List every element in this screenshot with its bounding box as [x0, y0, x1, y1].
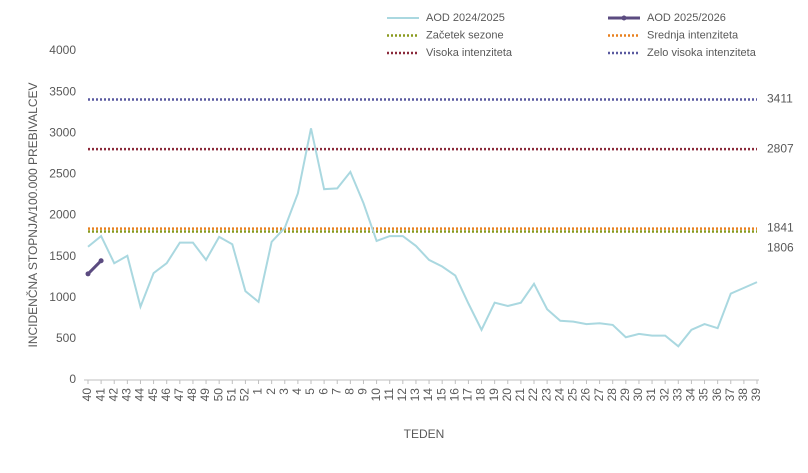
- x-tick-label: 49: [198, 388, 212, 402]
- y-tick-label: 1000: [49, 290, 76, 304]
- x-tick-label: 30: [631, 388, 645, 402]
- y-tick-label: 500: [56, 331, 76, 345]
- x-tick-label: 23: [539, 388, 553, 402]
- x-tick-label: 35: [697, 388, 711, 402]
- x-tick-label: 8: [343, 388, 357, 395]
- y-axis-label: INCIDENČNA STOPNJA/100.000 PREBIVALCEV: [25, 83, 40, 348]
- x-tick-label: 25: [566, 388, 580, 402]
- legend-label: Visoka intenziteta: [426, 47, 513, 59]
- x-tick-label: 52: [238, 388, 252, 402]
- x-tick-label: 34: [684, 388, 698, 402]
- x-tick-label: 42: [106, 388, 120, 402]
- x-tick-label: 32: [657, 388, 671, 402]
- x-tick-label: 5: [303, 388, 317, 395]
- x-axis-label: TEDEN: [404, 427, 445, 441]
- x-tick-label: 47: [172, 388, 186, 402]
- x-tick-label: 39: [749, 388, 763, 402]
- y-tick-label: 2500: [49, 167, 76, 181]
- x-tick-label: 37: [723, 388, 737, 402]
- y-tick-label: 3500: [49, 84, 76, 98]
- x-tick-label: 20: [500, 388, 514, 402]
- threshold-label: 3411: [767, 92, 793, 106]
- x-tick-label: 46: [159, 388, 173, 402]
- threshold-label: 1806: [767, 241, 794, 255]
- series-marker: [85, 271, 91, 277]
- x-tick-label: 22: [526, 388, 540, 402]
- threshold-label: 1841: [767, 221, 794, 235]
- legend-label: AOD 2024/2025: [426, 12, 505, 24]
- series-marker: [98, 258, 104, 264]
- x-tick-label: 2: [264, 388, 278, 395]
- series-line: [86, 259, 103, 275]
- x-tick-label: 12: [395, 388, 409, 402]
- x-tick-label: 9: [356, 388, 370, 395]
- x-tick-label: 18: [474, 388, 488, 402]
- legend-label: Srednja intenziteta: [647, 29, 739, 41]
- x-tick-label: 16: [447, 388, 461, 402]
- x-tick-label: 41: [93, 388, 107, 402]
- x-tick-label: 11: [382, 388, 396, 401]
- x-tick-label: 13: [408, 388, 422, 402]
- y-tick-label: 4000: [49, 43, 76, 57]
- x-tick-label: 24: [552, 388, 566, 402]
- x-tick-label: 40: [80, 388, 94, 402]
- x-tick-label: 19: [487, 388, 501, 402]
- x-tick-label: 27: [592, 388, 606, 402]
- legend-label: Začetek sezone: [426, 29, 504, 41]
- legend-label: AOD 2025/2026: [647, 12, 726, 24]
- legend-marker: [621, 15, 627, 21]
- x-tick-label: 51: [224, 388, 238, 402]
- x-tick-label: 45: [146, 388, 160, 402]
- x-tick-label: 50: [211, 388, 225, 402]
- y-tick-label: 1500: [49, 249, 76, 263]
- x-tick-label: 4: [290, 388, 304, 395]
- x-tick-label: 7: [329, 388, 343, 395]
- x-tick-label: 3: [277, 388, 291, 395]
- x-tick-label: 43: [120, 388, 134, 402]
- legend-label: Zelo visoka intenziteta: [647, 47, 757, 59]
- y-tick-label: 0: [69, 372, 76, 386]
- x-tick-label: 1: [251, 388, 265, 395]
- x-tick-label: 36: [710, 388, 724, 402]
- x-tick-label: 17: [461, 388, 475, 402]
- x-tick-label: 31: [644, 388, 658, 402]
- x-tick-label: 29: [618, 388, 632, 402]
- y-tick-label: 2000: [49, 208, 76, 222]
- x-tick-label: 38: [736, 388, 750, 402]
- x-tick-label: 28: [605, 388, 619, 402]
- x-tick-label: 48: [185, 388, 199, 402]
- x-tick-label: 14: [421, 388, 435, 402]
- x-tick-label: 10: [369, 388, 383, 402]
- series-line: [87, 128, 758, 348]
- x-tick-label: 33: [670, 388, 684, 402]
- x-tick-label: 6: [316, 388, 330, 395]
- y-tick-label: 3000: [49, 125, 76, 139]
- x-tick-label: 26: [579, 388, 593, 402]
- x-tick-label: 15: [434, 388, 448, 402]
- x-tick-label: 44: [133, 388, 147, 402]
- x-tick-label: 21: [513, 388, 527, 402]
- threshold-label: 2807: [767, 141, 794, 155]
